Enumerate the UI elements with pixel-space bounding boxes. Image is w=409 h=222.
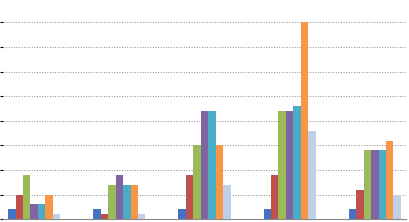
Bar <box>216 145 223 219</box>
Bar <box>101 214 108 219</box>
Bar <box>38 204 45 219</box>
Bar <box>116 175 123 219</box>
Bar <box>108 185 116 219</box>
Bar <box>263 209 271 219</box>
Bar <box>8 209 16 219</box>
Bar <box>364 150 371 219</box>
Bar <box>23 175 30 219</box>
Bar <box>279 111 286 219</box>
Bar <box>293 106 301 219</box>
Bar <box>138 214 146 219</box>
Bar <box>301 22 308 219</box>
Bar <box>386 141 393 219</box>
Bar <box>371 150 379 219</box>
Bar <box>208 111 216 219</box>
Bar <box>186 175 193 219</box>
Bar <box>379 150 386 219</box>
Bar <box>123 185 130 219</box>
Bar <box>308 131 316 219</box>
Bar <box>356 190 364 219</box>
Bar <box>93 209 101 219</box>
Bar <box>201 111 208 219</box>
Bar <box>286 111 293 219</box>
Bar <box>53 214 60 219</box>
Bar <box>393 195 401 219</box>
Bar <box>178 209 186 219</box>
Bar <box>193 145 201 219</box>
Bar <box>16 195 23 219</box>
Bar <box>30 204 38 219</box>
Bar <box>130 185 138 219</box>
Bar <box>223 185 231 219</box>
Bar <box>349 209 356 219</box>
Bar <box>45 195 53 219</box>
Bar <box>271 175 279 219</box>
